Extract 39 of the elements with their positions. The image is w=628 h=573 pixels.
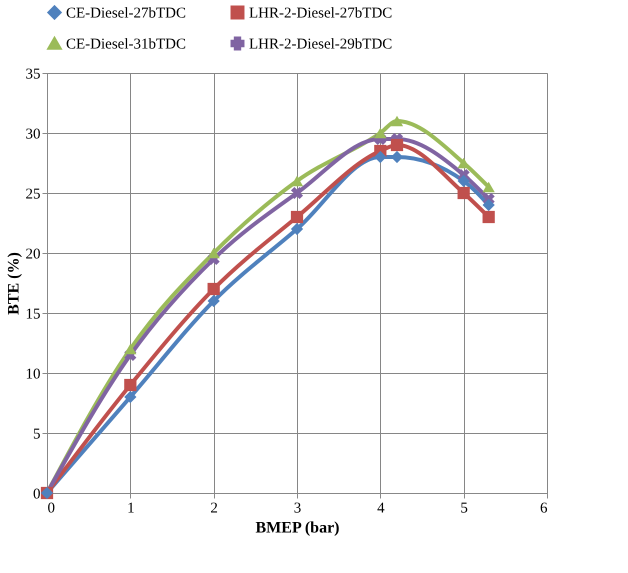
x-tick-label: 5 [460,500,468,516]
point [124,378,136,392]
legend-label: CE-Diesel-27bTDC [66,6,186,22]
point [374,128,386,138]
legend-label: LHR-2-Diesel-27bTDC [249,6,392,22]
y-tick-label: 10 [26,366,40,382]
y-tick-label: 30 [26,126,40,142]
x-tick-label: 4 [377,500,386,516]
point [482,182,495,192]
y-tick-label: 25 [26,186,40,202]
point [290,186,304,200]
x-tick-label: 2 [210,500,218,516]
point [208,294,220,308]
point [208,248,220,258]
point [124,390,136,404]
point [482,210,495,224]
point [290,222,304,236]
point [290,210,304,224]
point [390,116,404,126]
y-tick-label: 35 [26,66,40,82]
legend-label: CE-Diesel-31bTDC [66,36,186,52]
point [458,186,470,200]
point [124,344,136,354]
point [390,138,404,152]
x-tick-label: 6 [540,500,548,516]
y-tick-label: 15 [26,306,40,322]
point [208,282,220,296]
legend-label: LHR-2-Diesel-29bTDC [249,36,392,52]
x-tick-label: 1 [127,500,135,516]
point [482,198,495,212]
x-tick-label: 0 [48,500,55,516]
x-tick-label: 3 [294,500,302,516]
y-tick-label: 20 [26,246,40,262]
y-axis-title: BTE (%) [6,252,22,315]
x-axis-title: BMEP (bar) [256,520,340,536]
point [458,174,470,188]
y-tick-label: 0 [33,486,40,502]
y-tick-label: 5 [33,426,40,442]
point [374,150,386,164]
